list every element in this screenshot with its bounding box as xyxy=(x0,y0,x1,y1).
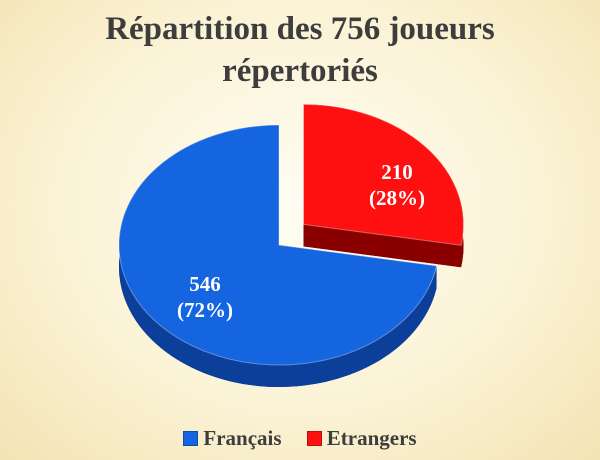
data-label-percent-1: (28%) xyxy=(369,186,425,210)
pie-data-labels: 546(72%) 210(28%) xyxy=(177,160,425,322)
data-label-value-1: 210 xyxy=(381,160,413,184)
legend-item-etrangers: Etrangers xyxy=(306,426,417,451)
legend: Français Etrangers xyxy=(0,426,600,452)
slice-face-1-1 xyxy=(303,224,462,268)
chart-title-line-2: répertoriés xyxy=(222,53,378,89)
data-label-value-0: 546 xyxy=(189,272,221,296)
slice-francais xyxy=(118,124,438,366)
legend-label-francais: Français xyxy=(203,426,282,450)
legend-swatch-francais xyxy=(183,431,199,446)
chart-title: Répartition des 756 joueurs répertoriés xyxy=(0,8,600,92)
slice-etrangers xyxy=(303,103,464,246)
chart-title-line-1: Répartition des 756 joueurs xyxy=(105,11,495,47)
legend-item-francais: Français xyxy=(183,426,282,451)
pie-slices xyxy=(118,103,464,366)
data-label-percent-0: (72%) xyxy=(177,298,233,322)
legend-label-etrangers: Etrangers xyxy=(326,426,417,450)
legend-swatch-etrangers xyxy=(306,431,322,446)
